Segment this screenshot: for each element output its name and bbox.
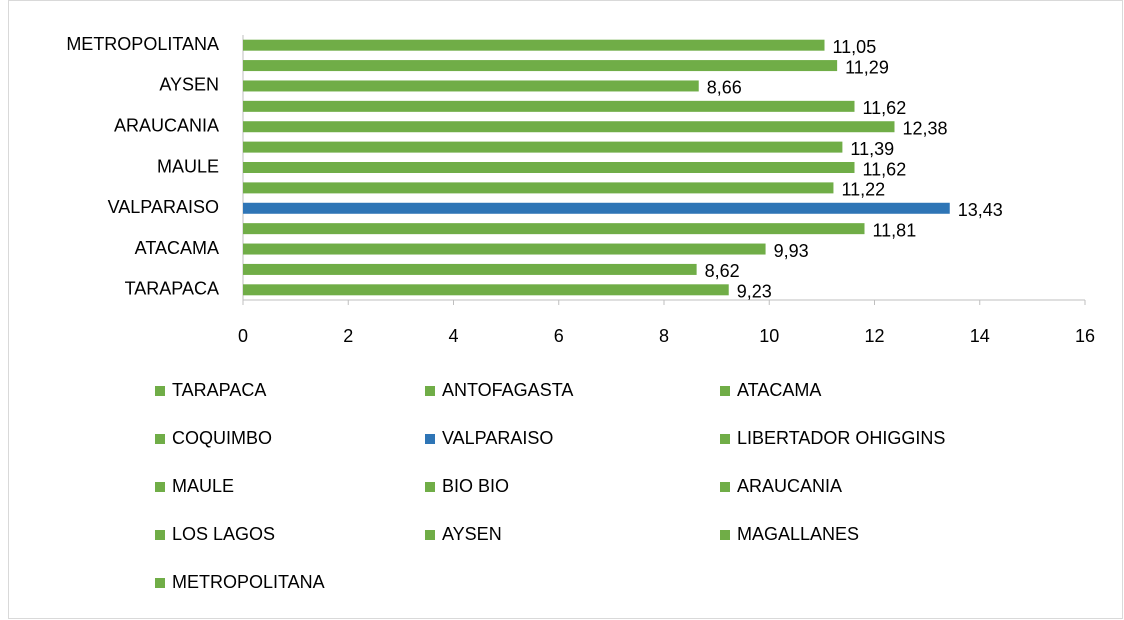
bar	[243, 182, 834, 194]
legend-label: BIO BIO	[442, 476, 509, 496]
value-label: 11,62	[863, 159, 907, 179]
legend-label: LOS LAGOS	[172, 524, 275, 544]
value-label: 11,29	[845, 57, 889, 77]
value-label: 9,93	[774, 241, 809, 261]
legend-swatch	[425, 386, 435, 396]
bar	[243, 60, 838, 72]
value-label: 13,43	[958, 200, 1003, 220]
x-tick-label: 2	[343, 326, 353, 346]
legend-swatch	[155, 434, 165, 444]
x-tick-label: 4	[448, 326, 458, 346]
legend-label: ANTOFAGASTA	[442, 380, 573, 400]
legend-swatch	[425, 482, 435, 492]
x-tick-label: 10	[759, 326, 779, 346]
legend-label: MAGALLANES	[737, 524, 859, 544]
legend-label: LIBERTADOR OHIGGINS	[737, 428, 945, 448]
x-tick-label: 6	[554, 326, 564, 346]
x-tick-label: 12	[864, 326, 884, 346]
x-tick-label: 14	[970, 326, 990, 346]
value-label: 12,38	[902, 118, 947, 138]
legend-label: MAULE	[172, 476, 234, 496]
bar	[243, 39, 825, 51]
value-label: 8,62	[705, 261, 740, 281]
value-label: 11,39	[850, 139, 894, 159]
legend-swatch	[155, 530, 165, 540]
legend-swatch	[720, 386, 730, 396]
y-tick-label: TARAPACA	[125, 279, 219, 299]
bar	[243, 121, 895, 133]
x-tick-label: 16	[1075, 326, 1095, 346]
y-tick-label: MAULE	[157, 156, 219, 176]
legend-swatch	[720, 434, 730, 444]
legend-swatch	[720, 530, 730, 540]
value-label: 9,23	[737, 282, 772, 302]
y-tick-label: VALPARAISO	[108, 197, 219, 217]
bar	[243, 80, 699, 92]
y-tick-label: ATACAMA	[135, 238, 219, 258]
legend-swatch	[155, 386, 165, 396]
legend-label: VALPARAISO	[442, 428, 553, 448]
y-tick-label: ARAUCANIA	[114, 115, 219, 135]
y-tick-label: AYSEN	[159, 75, 219, 95]
legend-swatch	[720, 482, 730, 492]
legend-swatch	[425, 530, 435, 540]
bar	[243, 162, 855, 173]
bar	[243, 223, 865, 235]
legend-label: TARAPACA	[172, 380, 266, 400]
x-tick-label: 0	[238, 326, 248, 346]
x-tick-label: 8	[659, 326, 669, 346]
value-label: 11,22	[841, 180, 885, 200]
value-label: 11,62	[863, 98, 907, 118]
legend-label: COQUIMBO	[172, 428, 272, 448]
value-label: 11,05	[833, 37, 877, 57]
bar	[243, 284, 729, 296]
legend-swatch	[155, 578, 165, 588]
value-label: 8,66	[707, 78, 742, 98]
bar	[243, 243, 766, 255]
legend-swatch	[425, 434, 435, 444]
legend-label: AYSEN	[442, 524, 502, 544]
bar	[243, 100, 855, 112]
bar	[243, 141, 843, 153]
bar	[243, 202, 950, 214]
legend-label: ARAUCANIA	[737, 476, 842, 496]
legend-label: METROPOLITANA	[172, 572, 325, 592]
legend-label: ATACAMA	[737, 380, 821, 400]
bar	[243, 263, 697, 275]
legend-swatch	[155, 482, 165, 492]
value-label: 11,81	[873, 220, 917, 240]
y-tick-label: METROPOLITANA	[66, 34, 219, 54]
